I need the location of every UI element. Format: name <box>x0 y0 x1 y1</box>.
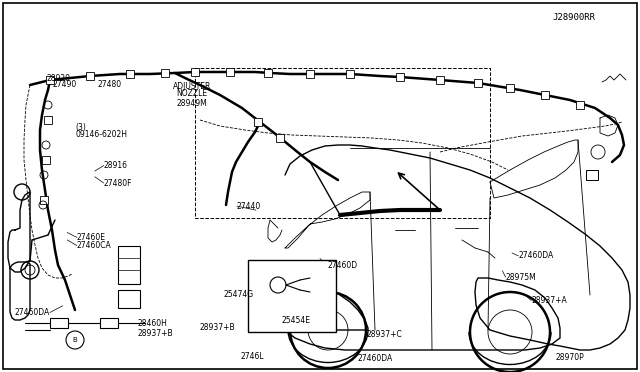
Text: 27480: 27480 <box>97 80 122 89</box>
Text: 28949M: 28949M <box>177 99 207 108</box>
Bar <box>254 118 262 126</box>
Text: 28937+B: 28937+B <box>200 323 236 332</box>
Text: 27460DA: 27460DA <box>357 354 392 363</box>
Text: 25474G: 25474G <box>224 290 254 299</box>
Bar <box>161 69 169 77</box>
Bar <box>118 290 140 308</box>
Text: 28937+B: 28937+B <box>138 329 173 338</box>
Text: (3): (3) <box>76 123 86 132</box>
Bar <box>40 196 48 204</box>
Bar <box>276 134 284 142</box>
Bar <box>86 72 94 80</box>
Text: 28970P: 28970P <box>556 353 584 362</box>
Bar <box>506 84 514 92</box>
Bar <box>586 170 598 180</box>
Text: 27460CA: 27460CA <box>77 241 111 250</box>
Text: 27490: 27490 <box>52 80 77 89</box>
Bar <box>44 116 52 124</box>
Bar <box>50 318 68 328</box>
Text: 27460D: 27460D <box>328 262 358 270</box>
Bar <box>436 76 444 84</box>
Text: 28460H: 28460H <box>138 319 168 328</box>
Bar <box>191 68 199 76</box>
Bar <box>118 246 140 284</box>
Bar <box>396 73 404 81</box>
Bar <box>226 68 234 76</box>
Text: 27480F: 27480F <box>104 179 132 187</box>
Text: 28937+A: 28937+A <box>531 296 567 305</box>
Bar <box>264 69 272 77</box>
Text: 28937+C: 28937+C <box>367 330 403 339</box>
Text: 27440: 27440 <box>237 202 261 211</box>
Bar <box>100 318 118 328</box>
Text: 27460E: 27460E <box>77 233 106 242</box>
Text: ADJUSTER: ADJUSTER <box>173 82 211 91</box>
Text: 27460DA: 27460DA <box>518 251 554 260</box>
Bar <box>195 68 490 218</box>
Text: 27460DA: 27460DA <box>15 308 50 317</box>
Bar <box>576 101 584 109</box>
Bar <box>474 79 482 87</box>
Bar <box>126 70 134 78</box>
Text: 28920: 28920 <box>46 74 70 83</box>
Bar <box>346 70 354 78</box>
Bar <box>306 70 314 78</box>
Text: J28900RR: J28900RR <box>552 13 595 22</box>
Bar <box>46 76 54 84</box>
Text: 28916: 28916 <box>104 161 128 170</box>
Text: NOZZLE: NOZZLE <box>177 89 207 98</box>
Text: 25454E: 25454E <box>282 316 310 325</box>
Text: 2746L: 2746L <box>241 352 264 361</box>
Bar <box>541 91 549 99</box>
Bar <box>42 156 50 164</box>
Text: 28975M: 28975M <box>506 273 536 282</box>
Text: B: B <box>72 337 77 343</box>
Bar <box>248 260 336 332</box>
Text: 09146-6202H: 09146-6202H <box>76 130 127 139</box>
